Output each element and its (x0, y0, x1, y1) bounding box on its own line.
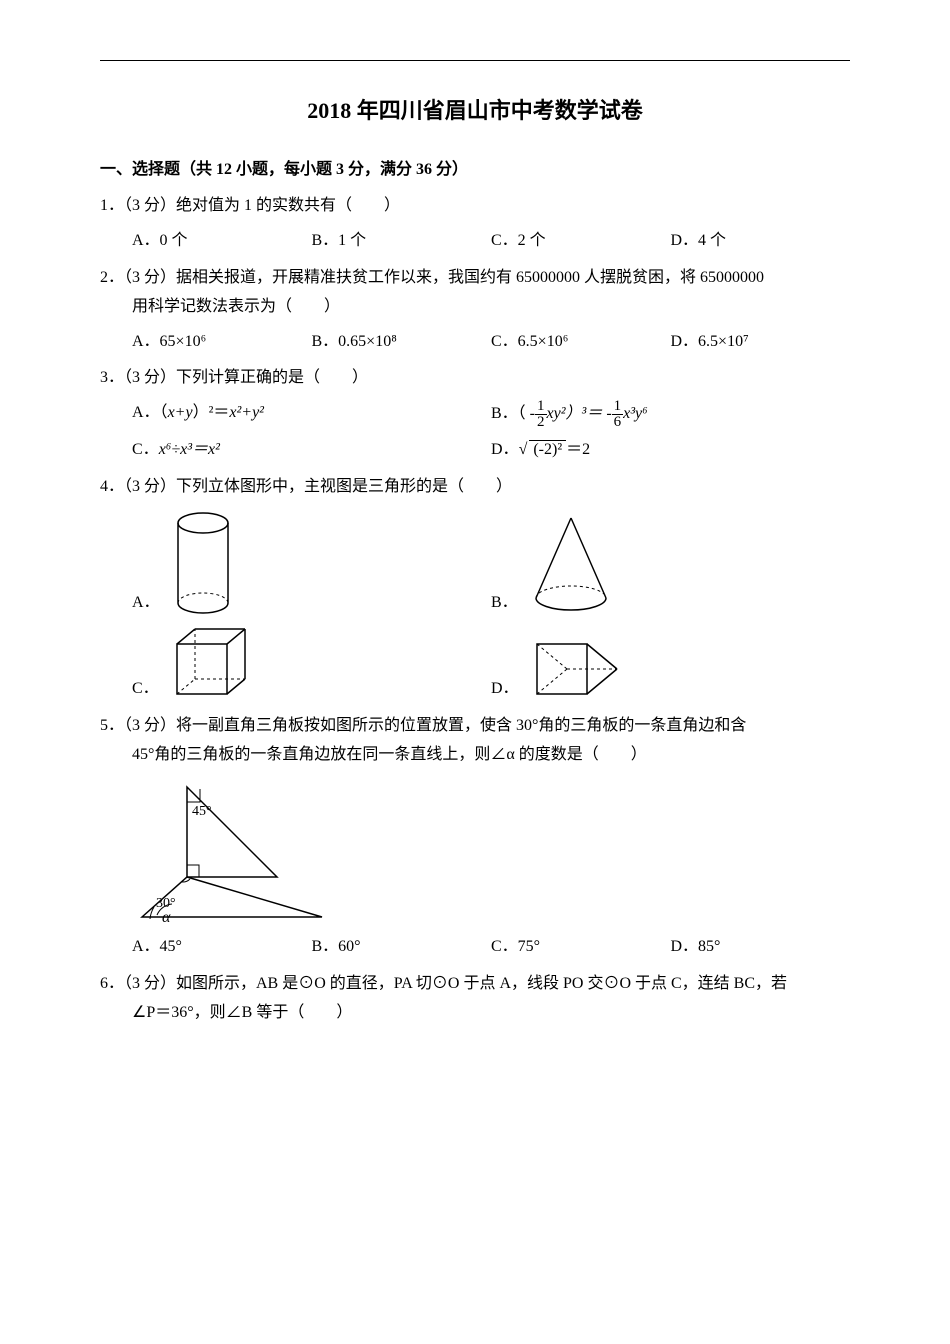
q4-cell-c: C． (132, 624, 491, 704)
frac-icon: 16 (612, 399, 624, 430)
prism-icon (527, 634, 627, 704)
q6-stem2: ∠P＝36°，则∠B 等于（ ） (132, 999, 850, 1028)
q5-stem2: 45°角的三角板的一条直角边放在同一条直线上，则∠α 的度数是（ ） (132, 741, 850, 770)
question-2: 2．（3 分）据相关报道，开展精准扶贫工作以来，我国约有 65000000 人摆… (100, 264, 850, 356)
q3-a-pre: A．（ (132, 404, 168, 421)
question-3: 3．（3 分）下列计算正确的是（ ） A．（x+y）²＝x²+y² B．（ -1… (100, 364, 850, 465)
q4-row2: C． D． (132, 624, 850, 704)
q5-stem1: 5．（3 分）将一副直角三角板按如图所示的位置放置，使含 30°角的三角板的一条… (100, 712, 850, 741)
q5-opt-d: D．85° (671, 933, 851, 962)
q4-label-a: A． (132, 589, 160, 618)
cylinder-icon (168, 508, 238, 618)
q1-stem: 1．（3 分）绝对值为 1 的实数共有（ ） (100, 192, 850, 221)
q4-label-b: B． (491, 589, 518, 618)
frac-icon: 12 (535, 399, 547, 430)
q3-opt-c: C．x⁶÷x³＝x² (132, 436, 491, 465)
q3-opt-b: B．（ -12xy²）³＝ -16x³y⁶ (491, 399, 850, 430)
q4-stem: 4．（3 分）下列立体图形中，主视图是三角形的是（ ） (100, 473, 850, 502)
q4-label-c: C． (132, 675, 159, 704)
q2-opt-b: B．0.65×10⁸ (312, 328, 492, 357)
q3-d-pre: D． (491, 441, 519, 458)
q3-b-f2d: 6 (612, 415, 624, 430)
q3-opt-a: A．（x+y）²＝x²+y² (132, 399, 491, 430)
cube-icon (167, 624, 252, 704)
triangle-boards-icon: 45° 30° α (132, 777, 332, 927)
q3-row1: A．（x+y）²＝x²+y² B．（ -12xy²）³＝ -16x³y⁶ (132, 399, 850, 430)
top-rule (100, 60, 850, 61)
q5-opt-a: A．45° (132, 933, 312, 962)
q3-stem: 3．（3 分）下列计算正确的是（ ） (100, 364, 850, 393)
question-4: 4．（3 分）下列立体图形中，主视图是三角形的是（ ） A． B． C． (100, 473, 850, 704)
q5-options: A．45° B．60° C．75° D．85° (132, 933, 850, 962)
cone-icon (526, 508, 616, 618)
q2-opt-a: A．65×10⁶ (132, 328, 312, 357)
q3-b-f1n: 1 (535, 399, 547, 415)
q2-stem1: 2．（3 分）据相关报道，开展精准扶贫工作以来，我国约有 65000000 人摆… (100, 264, 850, 293)
q1-opt-b: B．1 个 (312, 227, 492, 256)
q2-stem2: 用科学记数法表示为（ ） (132, 293, 850, 322)
q3-b-pre: B．（ - (491, 405, 535, 422)
q1-opt-d: D．4 个 (671, 227, 851, 256)
q3-b-tail: x³y⁶ (623, 405, 648, 422)
q5-opt-b: B．60° (312, 933, 492, 962)
q3-c-expr: x⁶÷x³＝x² (159, 441, 220, 458)
q4-cell-b: B． (491, 508, 850, 618)
question-5: 5．（3 分）将一副直角三角板按如图所示的位置放置，使含 30°角的三角板的一条… (100, 712, 850, 962)
q4-cell-d: D． (491, 634, 850, 704)
q5-figure: 45° 30° α (132, 777, 850, 927)
q1-options: A．0 个 B．1 个 C．2 个 D．4 个 (132, 227, 850, 256)
q3-b-f2n: 1 (612, 399, 624, 415)
q3-b-mid1: xy²）³＝ - (547, 405, 612, 422)
q1-opt-c: C．2 个 (491, 227, 671, 256)
section-heading: 一、选择题（共 12 小题，每小题 3 分，满分 36 分） (100, 156, 850, 185)
q3-opt-d: D．√(-2)²＝2 (491, 436, 850, 465)
sqrt-body: (-2)² (527, 436, 566, 465)
q2-opt-c: C．6.5×10⁶ (491, 328, 671, 357)
question-6: 6．（3 分）如图所示，AB 是⊙O 的直径，PA 切⊙O 于点 A，线段 PO… (100, 970, 850, 1028)
label-alpha: α (162, 909, 171, 926)
q3-d-tail: ＝2 (566, 441, 590, 458)
q2-options: A．65×10⁶ B．0.65×10⁸ C．6.5×10⁶ D．6.5×10⁷ (132, 328, 850, 357)
q3-d-rad: (-2)² (529, 440, 566, 458)
q6-stem1: 6．（3 分）如图所示，AB 是⊙O 的直径，PA 切⊙O 于点 A，线段 PO… (100, 970, 850, 999)
label-45: 45° (192, 804, 212, 819)
q2-opt-d: D．6.5×10⁷ (671, 328, 851, 357)
page-title: 2018 年四川省眉山市中考数学试卷 (100, 91, 850, 131)
q3-b-f1d: 2 (535, 415, 547, 430)
q4-label-d: D． (491, 675, 519, 704)
q3-a-e1: x+y (168, 404, 193, 421)
q4-row1: A． B． (132, 508, 850, 618)
question-1: 1．（3 分）绝对值为 1 的实数共有（ ） A．0 个 B．1 个 C．2 个… (100, 192, 850, 256)
q1-opt-a: A．0 个 (132, 227, 312, 256)
q3-c-pre: C． (132, 441, 159, 458)
q3-a-e2: x²+y² (229, 404, 264, 421)
q4-cell-a: A． (132, 508, 491, 618)
q3-row2: C．x⁶÷x³＝x² D．√(-2)²＝2 (132, 436, 850, 465)
q3-a-mid: ）²＝ (193, 404, 230, 421)
q5-opt-c: C．75° (491, 933, 671, 962)
sqrt-icon: √ (519, 441, 528, 458)
